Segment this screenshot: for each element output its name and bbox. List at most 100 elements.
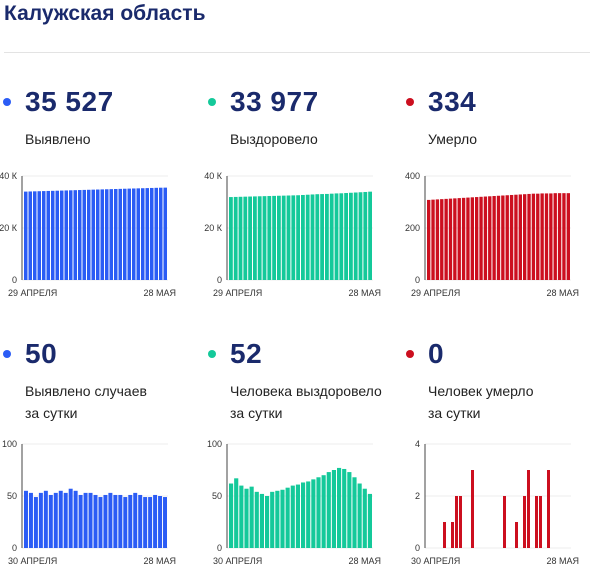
bar bbox=[109, 189, 113, 280]
y-tick-label: 0 bbox=[12, 543, 17, 553]
bar bbox=[73, 490, 78, 548]
bar bbox=[368, 191, 372, 280]
bar bbox=[459, 496, 462, 548]
bar bbox=[281, 195, 286, 280]
panel-deaths: 334 Умерло 0 200 400 29 АПРЕЛЯ 28 МАЯ bbox=[403, 82, 599, 322]
bar bbox=[244, 488, 249, 548]
bar bbox=[136, 188, 140, 280]
bar bbox=[431, 199, 435, 280]
bar bbox=[148, 497, 153, 548]
bar bbox=[505, 195, 509, 280]
bar bbox=[69, 190, 73, 280]
bar bbox=[78, 190, 82, 280]
bar bbox=[33, 191, 37, 280]
stat-value: 33 977 bbox=[230, 86, 319, 117]
bar bbox=[316, 477, 321, 548]
bar bbox=[553, 193, 557, 280]
bar bbox=[229, 483, 234, 548]
x-start-label: 29 АПРЕЛЯ bbox=[411, 288, 460, 298]
bar bbox=[344, 193, 348, 280]
bar bbox=[132, 188, 136, 280]
y-tick-label: 2 bbox=[415, 491, 420, 501]
x-end-label: 28 МАЯ bbox=[546, 556, 579, 566]
panel-daily-deaths: 0 Человек умерло за сутки 0 2 4 30 АПРЕЛЯ 28… bbox=[403, 334, 599, 574]
bar bbox=[138, 494, 143, 548]
bar bbox=[103, 494, 108, 548]
bar bbox=[539, 496, 542, 548]
bar bbox=[470, 197, 474, 280]
bar bbox=[43, 490, 48, 548]
bar bbox=[265, 496, 270, 548]
chart-daily-recovered: 0 50 100 30 АПРЕЛЯ 28 МАЯ bbox=[207, 439, 381, 566]
bar bbox=[127, 188, 131, 280]
bullet-dot bbox=[3, 98, 11, 106]
bar bbox=[488, 196, 492, 280]
bar bbox=[33, 497, 38, 548]
bar bbox=[248, 196, 252, 280]
bar bbox=[141, 188, 145, 280]
chart-deaths: 0 200 400 29 АПРЕЛЯ 28 МАЯ bbox=[405, 171, 579, 298]
stat-label: Человека выздоровело за сутки bbox=[230, 383, 382, 421]
bar bbox=[257, 196, 262, 280]
x-start-label: 29 АПРЕЛЯ bbox=[8, 288, 57, 298]
bar bbox=[63, 492, 68, 548]
y-tick-label: 200 bbox=[405, 223, 420, 233]
stat-label: Выздоровело bbox=[230, 131, 318, 147]
bar bbox=[239, 485, 244, 548]
bar bbox=[233, 196, 238, 280]
y-tick-label: 40 К bbox=[204, 171, 223, 181]
bar bbox=[483, 196, 488, 280]
x-start-label: 30 АПРЕЛЯ bbox=[411, 556, 460, 566]
bar bbox=[259, 493, 264, 548]
y-tick-label: 50 bbox=[212, 491, 222, 501]
stat-value: 50 bbox=[25, 338, 58, 369]
bar bbox=[358, 192, 363, 280]
bar bbox=[331, 470, 336, 548]
page-title: Калужская область bbox=[4, 2, 206, 25]
bar bbox=[53, 492, 58, 548]
bullet-dot bbox=[406, 350, 414, 358]
bar bbox=[277, 195, 281, 280]
bar bbox=[38, 492, 43, 548]
bar bbox=[527, 470, 530, 548]
y-tick-label: 20 К bbox=[0, 223, 18, 233]
bar bbox=[28, 492, 33, 548]
x-end-label: 28 МАЯ bbox=[348, 288, 381, 298]
bar bbox=[91, 189, 95, 280]
bar bbox=[547, 470, 550, 548]
bar bbox=[272, 195, 276, 280]
bar bbox=[315, 194, 320, 280]
panel-recovered: 33 977 Выздоровело 0 20 К 40 К 29 АПРЕЛЯ 28 … bbox=[204, 82, 401, 322]
bar bbox=[471, 470, 474, 548]
bar bbox=[163, 187, 167, 280]
panel-total-cases: 35 527 Выявлено 0 20 К 40 К 29 АПРЕЛЯ 28 МАЯ bbox=[0, 82, 196, 322]
bar bbox=[337, 467, 342, 548]
y-tick-label: 0 bbox=[415, 543, 420, 553]
bar bbox=[262, 196, 267, 280]
bar bbox=[448, 198, 453, 280]
bar bbox=[566, 193, 570, 280]
bar bbox=[305, 194, 310, 280]
bar bbox=[51, 190, 55, 280]
bar bbox=[254, 491, 259, 548]
stat-value: 0 bbox=[428, 338, 445, 369]
bar bbox=[123, 497, 128, 548]
bar bbox=[451, 522, 454, 548]
bar bbox=[362, 488, 367, 548]
bar bbox=[444, 198, 448, 280]
y-tick-label: 40 К bbox=[0, 171, 18, 181]
bar bbox=[98, 497, 103, 548]
bar bbox=[479, 196, 483, 280]
bar bbox=[562, 193, 566, 280]
bar bbox=[475, 197, 479, 280]
bullet-dot bbox=[406, 98, 414, 106]
bar bbox=[42, 191, 46, 280]
chart-total-cases: 0 20 К 40 К 29 АПРЕЛЯ 28 МАЯ bbox=[0, 171, 176, 298]
bar bbox=[64, 190, 68, 280]
panel-daily-recovered: 52 Человека выздоровело за сутки 0 50 100 3… bbox=[205, 334, 401, 574]
bar bbox=[291, 195, 296, 280]
bar bbox=[527, 193, 531, 280]
bar bbox=[347, 472, 352, 548]
bar bbox=[296, 195, 300, 280]
x-start-label: 29 АПРЕЛЯ bbox=[213, 288, 262, 298]
